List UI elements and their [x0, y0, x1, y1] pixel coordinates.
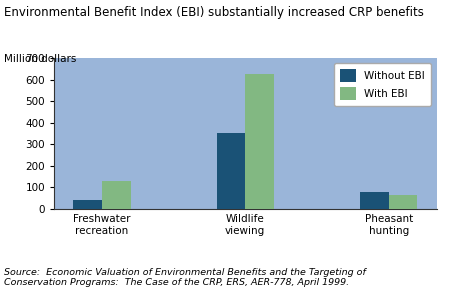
Bar [245, 74, 274, 209]
Legend: Without EBI, With EBI: Without EBI, With EBI [334, 63, 431, 106]
Text: Million dollars: Million dollars [4, 54, 77, 64]
Bar [360, 192, 389, 209]
Bar [73, 200, 102, 209]
Bar [216, 133, 245, 209]
Bar [389, 195, 418, 209]
Text: Source:  Economic Valuation of Environmental Benefits and the Targeting of
Conse: Source: Economic Valuation of Environmen… [4, 268, 366, 287]
Text: Environmental Benefit Index (EBI) substantially increased CRP benefits: Environmental Benefit Index (EBI) substa… [4, 6, 424, 19]
Bar [102, 181, 130, 209]
